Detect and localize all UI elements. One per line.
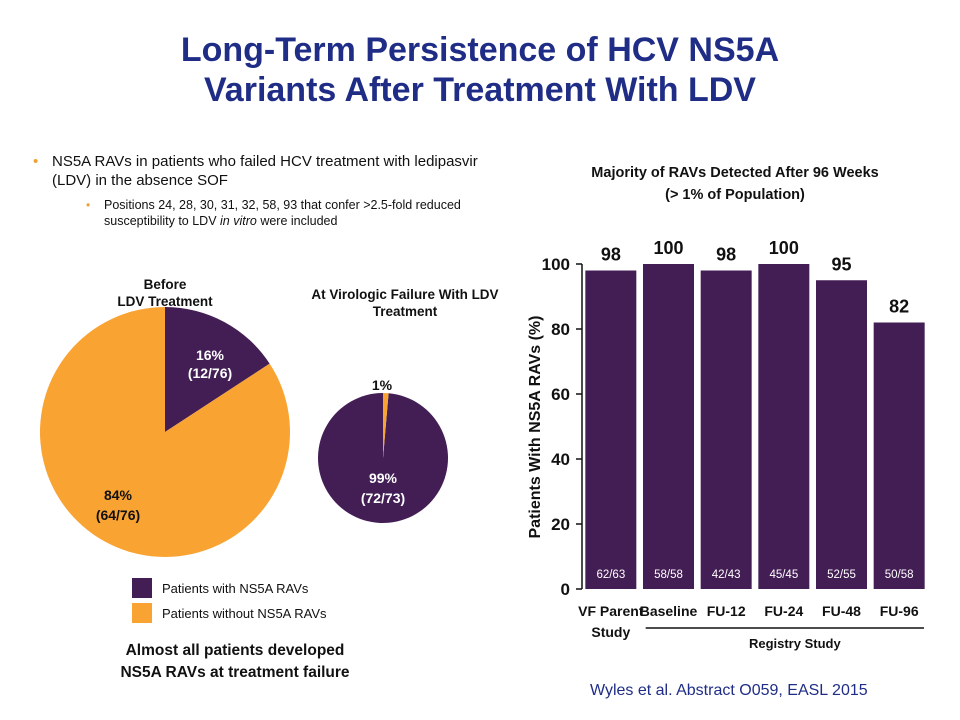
pie2-count-with-ravs: (72/73) (361, 490, 405, 506)
bar-count-label: 62/63 (596, 569, 625, 581)
bar-count-label: 52/55 (827, 569, 856, 581)
x-tick-label: FU-48 (822, 603, 861, 619)
bar-count-label: 50/58 (885, 569, 914, 581)
legend-item-without-ravs: Patients without NS5A RAVs (132, 603, 327, 623)
x-tick-label: FU-12 (707, 603, 746, 619)
pie1-count-without-ravs: (64/76) (96, 507, 140, 523)
citation: Wyles et al. Abstract O059, EASL 2015 (590, 682, 868, 699)
bar-value-label: 82 (889, 297, 909, 317)
pie-before-treatment: 16% (12/76) 84% (64/76) (40, 307, 290, 558)
x-tick-label: Baseline (640, 603, 698, 619)
slide-title: Long-Term Persistence of HCV NS5A Varian… (0, 30, 960, 110)
pie1-count-with-ravs: (12/76) (188, 365, 232, 381)
bar-value-label: 98 (716, 245, 736, 265)
y-tick-label: 40 (551, 450, 570, 469)
x-tick-label: FU-24 (764, 603, 803, 619)
pie1-percent-with-ravs: 16% (196, 347, 225, 363)
legend-label-without-ravs: Patients without NS5A RAVs (162, 605, 327, 621)
y-tick-label: 100 (542, 255, 570, 274)
pie2-title-line-1: At Virologic Failure With LDV (311, 287, 499, 302)
pie1-slice-with-ravs (165, 307, 270, 432)
bar-value-label: 100 (769, 238, 799, 258)
bar-1 (585, 270, 637, 589)
pie2-percent-with-ravs: 99% (369, 470, 398, 486)
y-tick-label: 20 (551, 515, 570, 534)
registry-study-label: Registry Study (749, 636, 842, 651)
conclusion-text: Almost all patients developed NS5A RAVs … (70, 640, 400, 684)
pie1-title: Before LDV Treatment (70, 276, 260, 310)
pie2-title-line-2: Treatment (372, 304, 438, 319)
legend-item-with-ravs: Patients with NS5A RAVs (132, 578, 327, 598)
bar-2 (643, 264, 694, 589)
bullet-list: NS5A RAVs in patients who failed HCV tre… (30, 152, 500, 229)
y-tick-label: 0 (561, 580, 570, 599)
bullet-2-italic: in vitro (220, 214, 257, 228)
y-axis-label: Patients With NS5A RAVs (%) (527, 316, 544, 539)
pie-legend: Patients with NS5A RAVs Patients without… (132, 578, 327, 628)
pie2-slice-with-ravs (318, 393, 449, 523)
title-line-2: Variants After Treatment With LDV (204, 71, 756, 109)
bar-5 (816, 280, 867, 589)
bullet-1: NS5A RAVs in patients who failed HCV tre… (30, 152, 500, 190)
pie2-percent-without-ravs: 1% (372, 377, 393, 393)
pie1-slice-without-ravs (40, 307, 290, 558)
bar-count-label: 45/45 (769, 569, 798, 581)
bar-chart-title-line-2: (> 1% of Population) (665, 187, 805, 203)
bar-value-label: 95 (831, 254, 851, 274)
pie1-title-line-2: LDV Treatment (117, 294, 213, 309)
pie2-title: At Virologic Failure With LDV Treatment (280, 286, 530, 320)
bar-chart-title: Majority of RAVs Detected After 96 Weeks… (530, 162, 940, 206)
pie2-slice-without-ravs (383, 393, 389, 458)
bullet-2-text-a: Positions 24, 28, 30, 31, 32, 58, 93 tha… (104, 198, 461, 228)
y-tick-label: 60 (551, 385, 570, 404)
bullet-2-text-b: were included (256, 214, 338, 228)
title-line-1: Long-Term Persistence of HCV NS5A (180, 31, 780, 69)
bar-count-label: 58/58 (654, 569, 683, 581)
bar-3 (700, 270, 752, 589)
bar-chart-title-line-1: Majority of RAVs Detected After 96 Weeks (591, 165, 879, 181)
bar-4 (758, 264, 810, 589)
bar-chart: 0 20 40 60 80 100 Patients With NS5A RAVs (%) 9… (527, 238, 925, 651)
bar-count-label: 42/43 (712, 569, 741, 581)
legend-swatch-orange (132, 603, 152, 623)
legend-label-with-ravs: Patients with NS5A RAVs (162, 580, 309, 596)
y-tick-label: 80 (551, 320, 570, 339)
bar-value-label: 100 (653, 238, 683, 258)
pie1-title-line-1: Before (143, 277, 187, 292)
bullet-2: Positions 24, 28, 30, 31, 32, 58, 93 tha… (86, 197, 500, 229)
legend-swatch-purple (132, 578, 152, 598)
bar-6 (873, 322, 925, 589)
x-tick-label: FU-96 (880, 603, 919, 619)
x-tick-label-line-2: Study (591, 624, 630, 640)
x-tick-label: VF Parent (578, 603, 644, 619)
pie-at-virologic-failure: 1% 99% (72/73) (318, 377, 449, 523)
conclusion-line-2: NS5A RAVs at treatment failure (120, 664, 350, 681)
conclusion-line-1: Almost all patients developed (125, 642, 345, 659)
pie1-percent-without-ravs: 84% (104, 487, 133, 503)
bar-value-label: 98 (601, 245, 621, 265)
